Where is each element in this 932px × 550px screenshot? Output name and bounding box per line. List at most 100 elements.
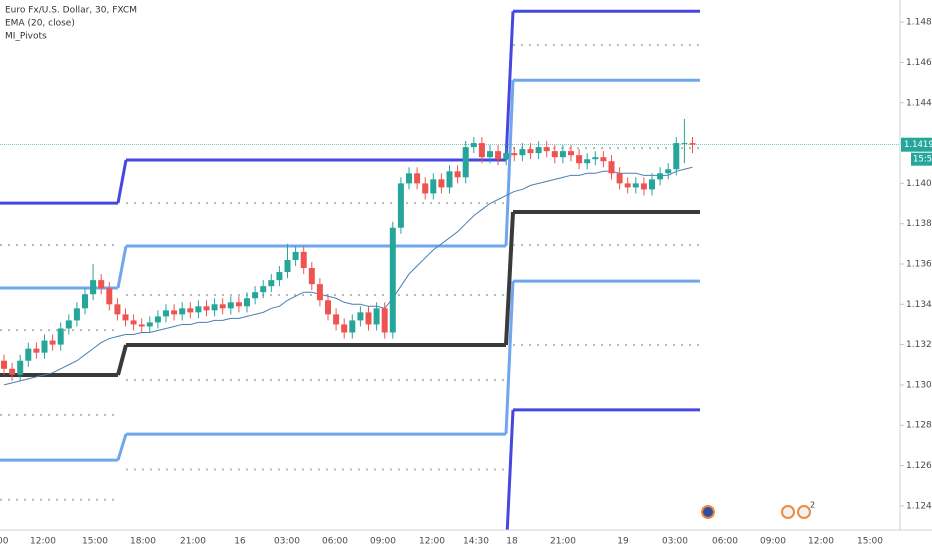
candle-body	[171, 310, 178, 315]
candle-body	[649, 179, 655, 190]
legend-symbol: Euro Fx/U.S. Dollar, 30, FXCM	[5, 6, 137, 16]
x-tick-label: 03:00	[662, 537, 688, 547]
y-tick-label: 1.14400	[906, 98, 932, 108]
candle-body	[284, 259, 291, 273]
candle-body	[9, 368, 16, 375]
candle-body	[389, 227, 396, 333]
candle-body	[519, 149, 526, 156]
candle-body	[33, 348, 40, 353]
candle-body	[73, 308, 80, 321]
candle-body	[187, 308, 194, 313]
price-label-box	[901, 137, 932, 152]
y-tick-label: 1.12600	[906, 461, 932, 471]
x-tick-label: 09:00	[760, 537, 786, 547]
candle-body	[373, 308, 380, 325]
candle-body	[268, 280, 275, 287]
pivot-connector	[116, 159, 128, 204]
candle-body	[640, 183, 647, 190]
candle-body	[616, 173, 623, 184]
candle-body	[446, 171, 453, 188]
y-tick-label: 1.13400	[906, 300, 932, 310]
candle-body	[487, 151, 493, 158]
candle-body	[1, 360, 7, 369]
legend-pivots: MI_Pivots	[5, 32, 47, 42]
countdown-box	[911, 152, 932, 166]
candle-body	[689, 143, 696, 145]
candle-body	[292, 251, 299, 260]
candle-body	[308, 268, 315, 285]
candle-body	[325, 300, 331, 315]
candle-body	[252, 292, 259, 299]
candle-body	[551, 151, 558, 158]
candle-body	[333, 314, 340, 325]
x-tick-label: 14:30	[463, 537, 489, 547]
event-icon[interactable]	[781, 505, 795, 519]
candle-body	[163, 310, 169, 317]
candle-body	[235, 302, 242, 307]
x-tick-label: 18	[506, 537, 518, 547]
candle-body	[25, 348, 32, 361]
candle-body	[106, 288, 113, 305]
candle-body	[357, 312, 364, 321]
x-tick-label: 06:00	[712, 537, 738, 547]
candle-body	[657, 173, 664, 180]
candle-body	[276, 272, 283, 281]
candle-body	[41, 340, 48, 353]
candle-body	[462, 147, 469, 178]
price-label: 1.14192	[904, 140, 932, 150]
x-tick-label: 18:00	[130, 537, 156, 547]
candle-body	[592, 157, 599, 160]
candle-body	[179, 308, 186, 315]
x-tick-label: 21:00	[180, 537, 206, 547]
x-tick-label: 21:00	[550, 537, 576, 547]
candle-body	[632, 183, 639, 188]
candle-body	[665, 169, 672, 174]
y-tick-label: 1.14800	[906, 18, 932, 28]
candle-body	[470, 143, 477, 148]
candle-body	[624, 183, 631, 188]
event-icon[interactable]	[701, 505, 715, 519]
candle-body	[543, 147, 550, 152]
pivot-connector	[504, 11, 515, 161]
candle-body	[244, 298, 250, 307]
x-tick-label: :00	[0, 537, 9, 547]
y-tick-label: 1.14600	[906, 58, 932, 68]
candle-body	[478, 143, 485, 158]
candle-body	[600, 157, 607, 162]
candle-body	[17, 360, 24, 375]
candle-body	[454, 171, 461, 178]
candle-body	[122, 314, 129, 321]
x-tick-label: 15:00	[857, 537, 883, 547]
candle-body	[211, 304, 218, 311]
candle-body	[98, 280, 105, 289]
candle-body	[527, 149, 534, 154]
candle-body	[203, 306, 210, 311]
candle-body	[130, 320, 137, 325]
candle-body	[608, 161, 615, 174]
y-tick-label: 1.12800	[906, 421, 932, 431]
x-tick-label: 09:00	[370, 537, 396, 547]
event-icon[interactable]	[797, 505, 811, 519]
candle-body	[365, 312, 372, 325]
candle-body	[503, 153, 510, 160]
candle-body	[397, 183, 404, 228]
candle-body	[381, 308, 388, 333]
pivot-connector	[504, 80, 515, 247]
y-tick-label: 1.13200	[906, 340, 932, 350]
candle-body	[114, 304, 121, 315]
candle-body	[535, 147, 542, 154]
x-tick-label: 03:00	[274, 537, 300, 547]
pivot-connector	[116, 245, 128, 289]
candle-body	[430, 179, 437, 194]
candle-body	[195, 306, 202, 313]
candle-body	[584, 159, 591, 164]
candle-body	[568, 151, 574, 156]
legend-ema: EMA (20, close)	[5, 19, 75, 29]
candle-body	[341, 324, 348, 333]
candle-body	[49, 340, 56, 345]
event-icons[interactable]: 2	[701, 501, 815, 519]
y-tick-label: 1.13600	[906, 259, 932, 269]
candle-body	[349, 320, 356, 333]
pivot-connector	[116, 344, 128, 376]
